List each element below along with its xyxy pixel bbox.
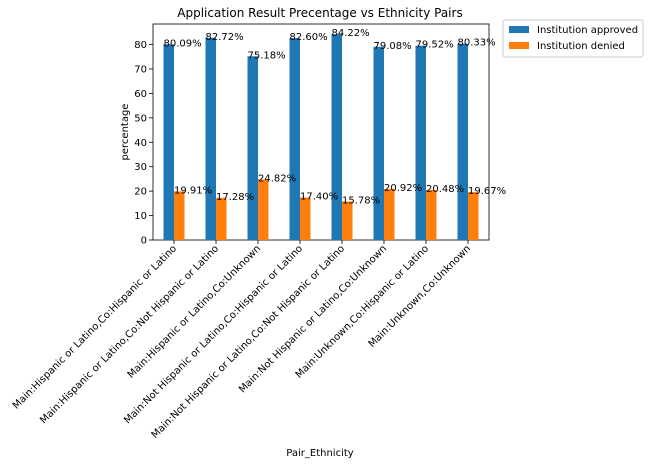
y-tick-label: 70 bbox=[134, 64, 147, 75]
x-axis-label: Pair_Ethnicity bbox=[286, 448, 353, 459]
bar-data-label: 79.52% bbox=[416, 40, 454, 51]
y-tick-label: 0 bbox=[141, 236, 147, 247]
bar-data-label: 20.92% bbox=[384, 183, 422, 194]
bar-denied bbox=[468, 191, 479, 240]
bar-approved bbox=[205, 37, 216, 240]
bar-denied bbox=[342, 201, 353, 240]
bar-denied bbox=[258, 179, 269, 240]
y-tick-label: 50 bbox=[134, 113, 147, 124]
bar-data-label: 75.18% bbox=[248, 50, 286, 61]
bar-approved bbox=[457, 43, 468, 240]
legend-entry: Institution approved bbox=[537, 25, 638, 36]
y-tick-label: 10 bbox=[134, 211, 147, 222]
bar-denied bbox=[384, 188, 395, 240]
x-tick-label: Main:Not Hispanic or Latino,Co:Not Hispa… bbox=[150, 243, 348, 441]
bar-approved bbox=[331, 34, 342, 240]
bar-denied bbox=[174, 191, 185, 240]
bar-approved bbox=[373, 46, 384, 240]
bar-approved bbox=[247, 56, 258, 240]
bar-data-label: 82.60% bbox=[290, 32, 328, 43]
bar-data-label: 24.82% bbox=[258, 173, 296, 184]
bar-data-label: 17.40% bbox=[300, 191, 338, 202]
bar-data-label: 80.33% bbox=[458, 38, 496, 49]
y-tick-label: 80 bbox=[134, 40, 147, 51]
chart-title: Application Result Precentage vs Ethnici… bbox=[177, 6, 462, 20]
y-tick-label: 20 bbox=[134, 187, 147, 198]
y-tick-label: 60 bbox=[134, 89, 147, 100]
y-tick-label: 40 bbox=[134, 138, 147, 149]
bar-data-label: 20.48% bbox=[426, 184, 464, 195]
legend: Institution approved Institution denied bbox=[502, 19, 644, 58]
bar-data-label: 79.08% bbox=[374, 41, 412, 52]
legend-entry: Institution denied bbox=[537, 41, 625, 52]
bar-data-label: 15.78% bbox=[342, 195, 380, 206]
bar-denied bbox=[216, 197, 227, 240]
legend-swatch bbox=[509, 26, 529, 33]
legend-box bbox=[502, 19, 644, 58]
bar-data-label: 80.09% bbox=[164, 38, 202, 49]
x-tick-label: Main:Not Hispanic or Latino,Co:Unknown bbox=[237, 243, 389, 395]
bar-denied bbox=[426, 189, 437, 240]
y-tick-label: 30 bbox=[134, 162, 147, 173]
y-axis-label: percentage bbox=[120, 104, 131, 161]
bar-data-label: 84.22% bbox=[332, 28, 370, 39]
bar-data-label: 19.91% bbox=[174, 185, 212, 196]
bar-approved bbox=[289, 38, 300, 240]
bar-data-label: 19.67% bbox=[468, 186, 506, 197]
bar-approved bbox=[163, 44, 174, 240]
bar-data-label: 17.28% bbox=[216, 192, 254, 203]
plot-area: 0 10 20 30 40 50 60 70 80 80.09% 82.72% 75.18% 82.60… bbox=[11, 23, 506, 441]
plot-frame bbox=[152, 23, 490, 241]
bar-denied bbox=[300, 197, 311, 240]
bar-data-label: 82.72% bbox=[206, 32, 244, 43]
legend-swatch bbox=[509, 42, 529, 49]
bar-approved bbox=[415, 45, 426, 240]
